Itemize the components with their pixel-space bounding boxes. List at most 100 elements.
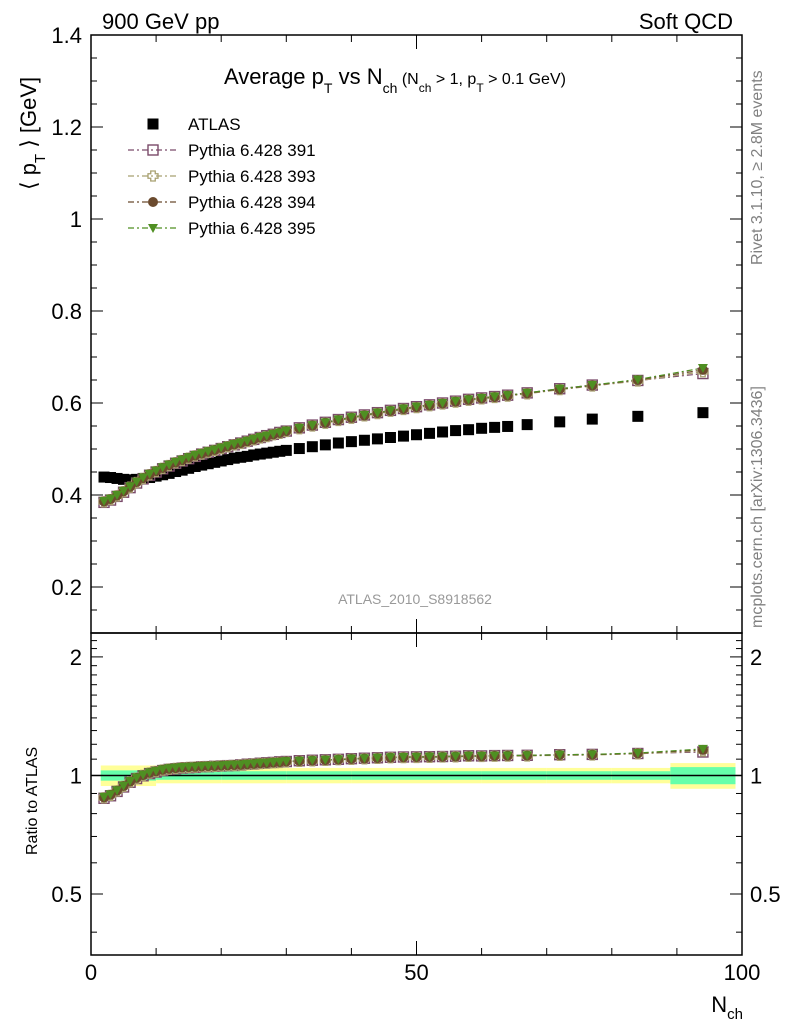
ratio-data-point (164, 764, 175, 774)
y-tick-label: 1.2 (51, 115, 82, 140)
ratio-panel: 0.5 0.5 1 1 2 2 0 50 100 Ratio to ATLAS Nch (24, 632, 781, 1023)
data-point (248, 449, 260, 461)
data-point (209, 445, 220, 455)
ratio-data-point (144, 768, 155, 778)
ratio-data-point (346, 754, 357, 764)
ratio-data-point (320, 755, 331, 765)
legend-marker (148, 224, 158, 233)
data-point (222, 441, 233, 451)
ratio-data-point (307, 756, 318, 766)
ratio-data-point (118, 781, 129, 791)
data-point (255, 433, 266, 443)
y-tick-label: 1.4 (51, 23, 82, 48)
ratio-data-point (138, 770, 149, 780)
ratio-data-point (216, 761, 227, 771)
data-point (586, 413, 598, 425)
ratio-data-point (268, 758, 279, 768)
data-point (203, 447, 214, 457)
ratio-data-point (222, 761, 233, 771)
data-point (228, 452, 240, 464)
data-point (157, 463, 168, 473)
x-axis-tick-labels: 0 50 100 (85, 960, 760, 985)
ratio-y-tick-label-right: 2 (750, 645, 762, 670)
data-point (105, 494, 116, 504)
data-point (411, 429, 422, 441)
ratio-data-point (697, 744, 708, 754)
ratio-data-point (489, 751, 500, 761)
data-point (587, 381, 598, 391)
data-point (248, 434, 259, 444)
data-point (177, 455, 188, 465)
ratio-data-point (463, 751, 474, 761)
ratio-data-point (177, 762, 188, 772)
data-point (111, 472, 123, 484)
data-point (190, 450, 201, 460)
data-point (261, 447, 273, 459)
ratio-data-point (424, 752, 435, 762)
analysis-watermark: ATLAS_2010_S8918562 (338, 591, 492, 607)
ratio-data-point (242, 759, 253, 769)
data-point (697, 407, 709, 419)
mcplots-reference-label: mcplots.cern.ch [arXiv:1306.3436] (749, 386, 766, 628)
data-point (280, 444, 292, 456)
data-point (183, 462, 195, 474)
legend-entry-label: Pythia 6.428 391 (188, 141, 316, 160)
ratio-data-point (255, 758, 266, 768)
ratio-data-point (112, 786, 123, 796)
ratio-data-point (170, 763, 181, 773)
data-point (176, 464, 188, 476)
ratio-data-point (157, 765, 168, 775)
header-right-label: Soft QCD (639, 9, 733, 34)
legend-entry-label: Pythia 6.428 393 (188, 167, 316, 186)
x-tick-label: 100 (724, 960, 761, 985)
x-tick-label: 50 (404, 960, 428, 985)
main-panel-markers (98, 364, 709, 509)
data-point (125, 482, 136, 492)
data-point (118, 473, 130, 485)
data-point (358, 434, 370, 446)
ratio-data-point (105, 790, 116, 800)
legend-marker (148, 197, 158, 207)
data-point (489, 421, 501, 433)
data-point (319, 439, 331, 451)
data-point (476, 393, 487, 403)
data-point (424, 400, 435, 410)
data-point (502, 391, 513, 401)
main-y-axis-label: ⟨ pT ⟩ [GeV] (16, 77, 49, 190)
ratio-data-point (522, 751, 533, 761)
data-point (99, 496, 110, 506)
chart-title: Average pT vs Nch (Nch > 1, pT > 0.1 GeV… (224, 64, 566, 96)
ratio-panel-ytick-labels: 0.5 0.5 1 1 2 2 (51, 645, 780, 907)
data-point (144, 469, 155, 479)
header-left-label: 900 GeV pp (102, 9, 219, 34)
data-point (359, 410, 370, 420)
data-point (437, 426, 449, 438)
ratio-data-point (248, 759, 259, 769)
rivet-version-label: Rivet 3.1.10, ≥ 2.8M events (749, 70, 766, 265)
ratio-panel-ticks (90, 633, 743, 955)
ratio-data-point (209, 761, 220, 771)
data-point (332, 437, 344, 449)
data-point (333, 415, 344, 425)
data-point (202, 458, 214, 470)
ratio-data-point (183, 762, 194, 772)
data-point (118, 486, 129, 496)
ratio-data-point (294, 756, 305, 766)
ratio-y-tick-label: 1 (70, 763, 82, 788)
data-point (235, 451, 247, 463)
y-tick-label: 1 (70, 207, 82, 232)
y-tick-label: 0.6 (51, 391, 82, 416)
legend-marker (147, 118, 159, 130)
legend-entry-label: Pythia 6.428 395 (188, 219, 316, 238)
ratio-data-point (587, 750, 598, 760)
data-point (267, 446, 279, 458)
y-tick-label: 0.4 (51, 483, 82, 508)
data-point (112, 491, 123, 500)
data-point (554, 384, 565, 394)
data-point (293, 443, 305, 455)
data-point (196, 449, 207, 459)
legend-marker (147, 170, 159, 182)
data-point (307, 421, 318, 431)
ratio-data-point (398, 752, 409, 762)
data-point (189, 460, 201, 472)
